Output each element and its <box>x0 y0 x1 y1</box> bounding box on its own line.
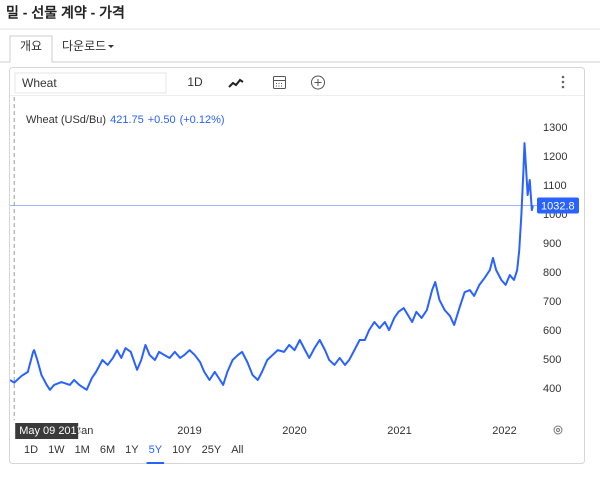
settings-icon[interactable] <box>553 425 563 435</box>
tab-download[interactable]: 다운로드 <box>62 39 106 53</box>
y-tick-label: 1300 <box>543 122 567 134</box>
tab-overview[interactable]: 개요 <box>20 39 42 53</box>
y-tick-label: 800 <box>543 267 561 279</box>
y-tick-label: 500 <box>543 354 561 366</box>
x-tick-label: Jan <box>76 425 94 437</box>
range-button[interactable]: 1D <box>24 444 38 456</box>
crosshair-label: May 09 2017 <box>19 425 83 437</box>
chart-type-icon[interactable] <box>228 78 244 88</box>
y-tick-label: 1200 <box>543 151 567 163</box>
range-button[interactable]: 25Y <box>202 444 222 456</box>
menu-icon[interactable] <box>561 75 565 89</box>
y-tick-label: 600 <box>543 325 561 337</box>
y-tick-label: 900 <box>543 238 561 250</box>
range-button[interactable]: 1M <box>75 444 90 456</box>
price-series <box>10 142 534 391</box>
legend-price: 421.75 <box>110 114 144 126</box>
calendar-icon[interactable] <box>273 76 286 89</box>
range-button[interactable]: All <box>231 444 243 456</box>
dropdown-arrow <box>108 45 114 48</box>
range-button[interactable]: 1W <box>48 444 65 456</box>
x-tick-label: 2022 <box>492 425 516 437</box>
range-button[interactable]: 5Y <box>149 444 163 456</box>
plot: Wheat (USd/Bu) 421.75 +0.50 (+0.12%) 400 500 6… <box>10 97 579 439</box>
price-label: 1032.8 <box>541 200 575 212</box>
legend-name: Wheat (USd/Bu) <box>26 114 106 126</box>
legend-change-pct: (+0.12%) <box>180 114 225 126</box>
x-tick-label: 2021 <box>387 425 411 437</box>
symbol-input[interactable]: Wheat <box>22 76 57 90</box>
price-label-box <box>537 197 579 214</box>
range-button[interactable]: 10Y <box>172 444 192 456</box>
crosshair-label-box <box>15 423 79 439</box>
range-button[interactable]: 1Y <box>125 444 139 456</box>
symbol-box[interactable] <box>14 72 167 94</box>
legend: Wheat (USd/Bu) 421.75 +0.50 (+0.12%) <box>26 114 225 126</box>
legend-change: +0.50 <box>148 114 176 126</box>
page-title: 밀 - 선물 계약 - 가격 <box>6 5 125 21</box>
compare-icon[interactable] <box>311 75 325 90</box>
x-tick-label: 2020 <box>282 425 306 437</box>
y-tick-label: 400 <box>543 383 561 395</box>
tab-frame <box>9 35 53 62</box>
interval-button[interactable]: 1D <box>187 75 203 89</box>
chart-panel <box>9 67 585 464</box>
range-button[interactable]: 6M <box>100 444 115 456</box>
x-tick-label: 2019 <box>177 425 201 437</box>
y-tick-label: 1100 <box>543 180 567 192</box>
y-tick-label: 700 <box>543 296 561 308</box>
